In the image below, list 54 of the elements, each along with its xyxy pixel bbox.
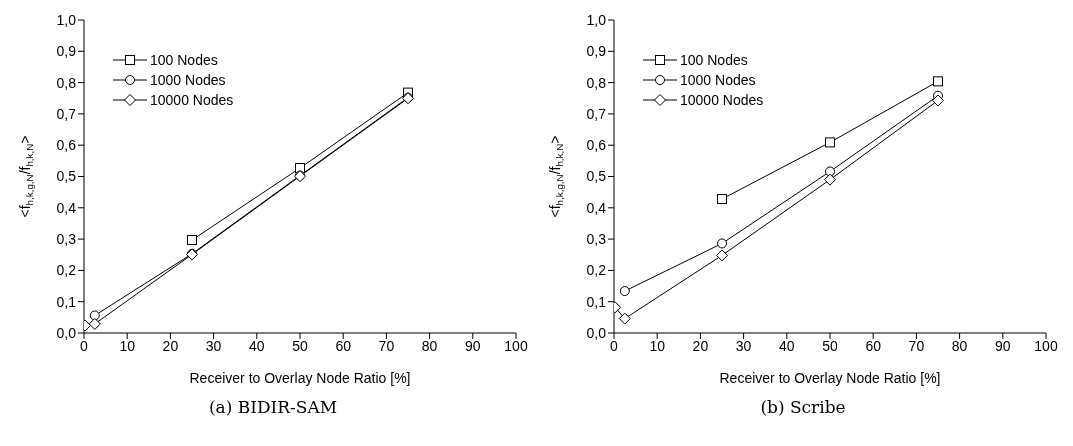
y-tick-label: 1,0: [586, 11, 607, 28]
x-tick-label: 80: [951, 337, 968, 354]
y-tick-label: 0,1: [56, 293, 77, 310]
y-tick-label: 0,0: [586, 324, 607, 341]
y-tick-label: 0,9: [586, 43, 607, 60]
y-tick-label: 0,8: [56, 74, 77, 91]
x-tick-label: 80: [421, 337, 438, 354]
y-tick-label: 0,4: [56, 199, 77, 216]
y-tick-label: 1,0: [56, 11, 77, 28]
legend-label: 100 Nodes: [680, 52, 748, 68]
y-tick-label: 0,3: [586, 231, 607, 248]
x-tick-label: 10: [649, 337, 666, 354]
x-tick-label: 90: [465, 337, 481, 354]
legend-label: 1000 Nodes: [150, 72, 226, 88]
x-tick-label: 40: [779, 337, 795, 354]
x-tick-label: 50: [822, 337, 838, 354]
text: (a) BIDIR-SAM: [207, 397, 339, 417]
x-tick-label: 30: [205, 337, 222, 354]
x-tick-label: 60: [335, 337, 352, 354]
y-tick-label: 0,8: [586, 74, 607, 91]
y-tick-label: 0,5: [56, 168, 77, 185]
y-tick-label: 0,2: [56, 262, 77, 279]
legend-label: 10000 Nodes: [150, 92, 234, 108]
x-tick-label: 0: [610, 337, 619, 354]
y-tick-label: 0,4: [586, 199, 607, 216]
y-tick-label: 0,7: [56, 105, 77, 122]
x-tick-label: 100: [1034, 337, 1058, 354]
x-tick-label: 90: [995, 337, 1011, 354]
x-tick-label: 50: [292, 337, 308, 354]
x-axis-title: Receiver to Overlay Node Ratio [%]: [719, 370, 941, 386]
y-tick-label: 0,5: [586, 168, 607, 185]
y-tick-label: 0,6: [586, 137, 607, 154]
legend-label: 100 Nodes: [150, 52, 218, 68]
y-tick-label: 0,0: [56, 324, 77, 341]
legend-label: 1000 Nodes: [680, 72, 756, 88]
x-tick-label: 60: [865, 337, 882, 354]
x-tick-label: 20: [162, 337, 179, 354]
y-tick-label: 0,9: [56, 43, 77, 60]
x-axis-title: Receiver to Overlay Node Ratio [%]: [189, 370, 411, 386]
x-tick-label: 20: [692, 337, 709, 354]
y-tick-label: 0,3: [56, 231, 77, 248]
x-tick-label: 70: [908, 337, 925, 354]
text: (b) Scribe: [759, 397, 847, 417]
legend-label: 10000 Nodes: [680, 92, 764, 108]
x-tick-label: 10: [119, 337, 136, 354]
y-tick-label: 0,2: [586, 262, 607, 279]
x-tick-label: 70: [378, 337, 395, 354]
x-tick-label: 0: [80, 337, 89, 354]
y-tick-label: 0,6: [56, 137, 77, 154]
x-tick-label: 100: [504, 337, 528, 354]
y-tick-label: 0,7: [586, 105, 607, 122]
y-tick-label: 0,1: [586, 293, 607, 310]
x-tick-label: 40: [249, 337, 265, 354]
x-tick-label: 30: [735, 337, 752, 354]
